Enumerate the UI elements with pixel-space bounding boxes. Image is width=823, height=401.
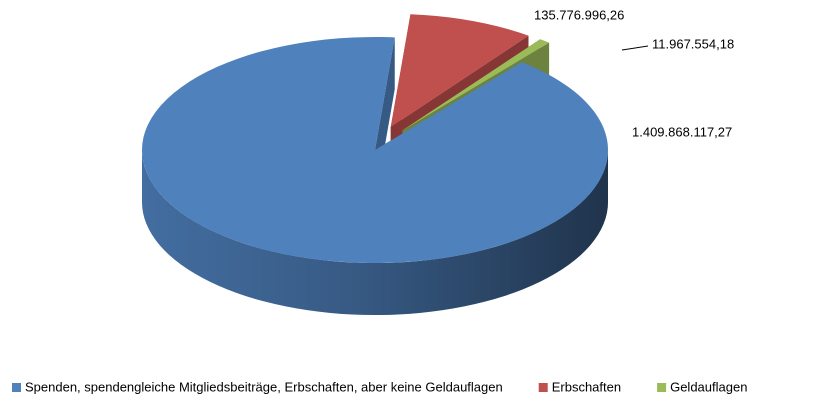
- leader-line: [621, 45, 649, 51]
- slice-side-shade: [142, 150, 608, 315]
- legend-swatch: [12, 383, 21, 392]
- slice: [390, 14, 529, 127]
- data-label: 1.409.868.117,27: [632, 124, 732, 139]
- data-label: 135.776.996,26: [534, 7, 624, 22]
- legend-label: Geldauflagen: [670, 379, 747, 394]
- data-label: 11.967.554,18: [652, 36, 734, 51]
- slice: [402, 39, 550, 131]
- legend-swatch: [657, 383, 667, 392]
- legend-label: Erbschaften: [552, 379, 621, 394]
- legend-label: Spenden, spendengleiche Mitgliedsbeiträg…: [25, 379, 503, 394]
- slice: [142, 36, 608, 263]
- legend-swatch: [538, 383, 548, 392]
